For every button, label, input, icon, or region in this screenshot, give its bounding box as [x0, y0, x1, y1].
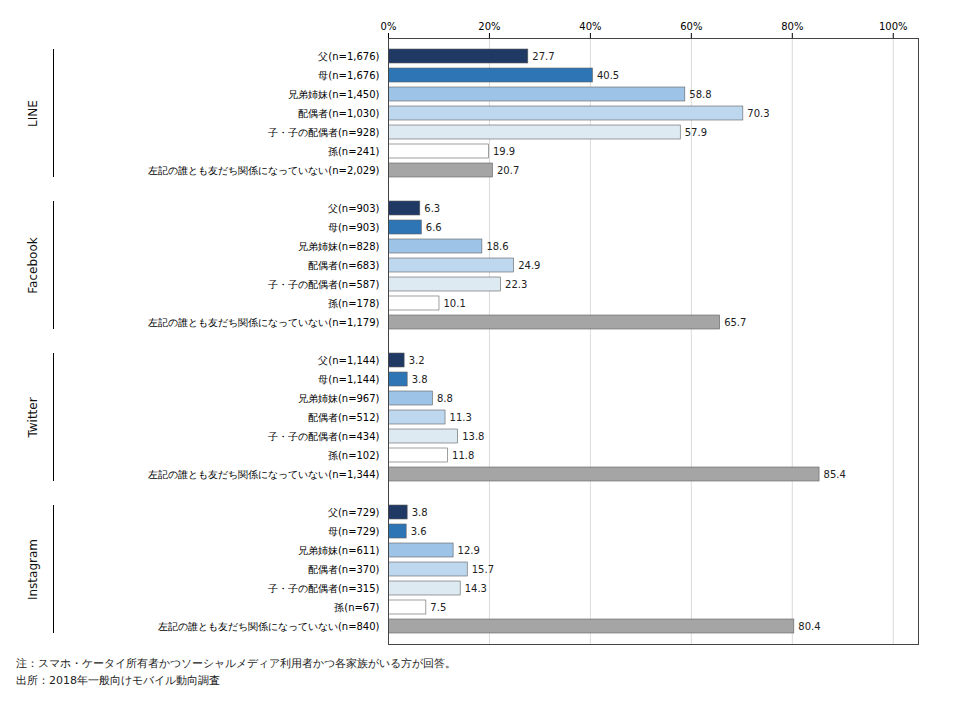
- svg-text:母(n=903): 母(n=903): [328, 222, 380, 233]
- svg-text:22.3: 22.3: [505, 279, 527, 290]
- svg-text:配偶者(n=512): 配偶者(n=512): [308, 412, 380, 423]
- svg-text:85.4: 85.4: [824, 469, 846, 480]
- svg-text:57.9: 57.9: [685, 127, 707, 138]
- svg-text:Twitter: Twitter: [26, 397, 40, 438]
- svg-text:40.5: 40.5: [597, 70, 619, 81]
- svg-text:子・子の配偶者(n=434): 子・子の配偶者(n=434): [268, 431, 380, 442]
- svg-text:80%: 80%: [781, 21, 803, 32]
- svg-text:65.7: 65.7: [724, 317, 746, 328]
- svg-text:母(n=1,676): 母(n=1,676): [318, 70, 379, 81]
- svg-text:配偶者(n=1,030): 配偶者(n=1,030): [298, 108, 379, 119]
- svg-text:兄弟姉妹(n=1,450): 兄弟姉妹(n=1,450): [288, 89, 379, 100]
- svg-text:子・子の配偶者(n=587): 子・子の配偶者(n=587): [268, 279, 380, 290]
- svg-text:12.9: 12.9: [458, 545, 480, 556]
- svg-text:左記の誰とも友だち関係になっていない(n=1,344): 左記の誰とも友だち関係になっていない(n=1,344): [148, 469, 379, 480]
- svg-text:19.9: 19.9: [493, 146, 515, 157]
- svg-text:27.7: 27.7: [532, 51, 554, 62]
- svg-text:父(n=1,144): 父(n=1,144): [318, 355, 379, 366]
- svg-text:70.3: 70.3: [747, 108, 769, 119]
- svg-text:40%: 40%: [579, 21, 601, 32]
- svg-text:孫(n=178): 孫(n=178): [328, 298, 380, 309]
- svg-text:3.8: 3.8: [412, 507, 428, 518]
- svg-text:11.3: 11.3: [450, 412, 472, 423]
- svg-text:兄弟姉妹(n=828): 兄弟姉妹(n=828): [298, 241, 380, 252]
- svg-text:配偶者(n=683): 配偶者(n=683): [308, 260, 380, 271]
- svg-text:子・子の配偶者(n=928): 子・子の配偶者(n=928): [268, 127, 380, 138]
- svg-text:13.8: 13.8: [462, 431, 484, 442]
- html-text:出所：2018年一般向けモバイル動向調査: 出所：2018年一般向けモバイル動向調査: [16, 674, 220, 687]
- svg-text:配偶者(n=370): 配偶者(n=370): [308, 564, 380, 575]
- svg-text:11.8: 11.8: [452, 450, 474, 461]
- svg-text:左記の誰とも友だち関係になっていない(n=840): 左記の誰とも友だち関係になっていない(n=840): [158, 621, 380, 632]
- svg-text:20%: 20%: [478, 21, 500, 32]
- svg-text:58.8: 58.8: [689, 89, 711, 100]
- svg-text:15.7: 15.7: [472, 564, 494, 575]
- svg-text:兄弟姉妹(n=967): 兄弟姉妹(n=967): [298, 393, 380, 404]
- svg-text:子・子の配偶者(n=315): 子・子の配偶者(n=315): [268, 583, 380, 594]
- svg-text:80.4: 80.4: [798, 621, 820, 632]
- svg-text:60%: 60%: [680, 21, 702, 32]
- svg-text:孫(n=67): 孫(n=67): [334, 602, 379, 613]
- svg-text:父(n=729): 父(n=729): [328, 507, 380, 518]
- svg-text:LINE: LINE: [26, 100, 40, 127]
- svg-text:24.9: 24.9: [518, 260, 540, 271]
- svg-text:6.6: 6.6: [426, 222, 442, 233]
- svg-text:父(n=903): 父(n=903): [328, 203, 380, 214]
- svg-text:兄弟姉妹(n=611): 兄弟姉妹(n=611): [298, 545, 380, 556]
- svg-text:3.6: 3.6: [411, 526, 427, 537]
- svg-text:100%: 100%: [879, 21, 908, 32]
- svg-text:0%: 0%: [381, 21, 397, 32]
- svg-text:母(n=729): 母(n=729): [328, 526, 380, 537]
- svg-text:8.8: 8.8: [437, 393, 453, 404]
- svg-text:母(n=1,144): 母(n=1,144): [318, 374, 379, 385]
- svg-text:20.7: 20.7: [497, 165, 519, 176]
- svg-text:Facebook: Facebook: [26, 237, 40, 293]
- svg-text:左記の誰とも友だち関係になっていない(n=2,029): 左記の誰とも友だち関係になっていない(n=2,029): [148, 165, 379, 176]
- svg-text:孫(n=241): 孫(n=241): [328, 146, 380, 157]
- svg-text:父(n=1,676): 父(n=1,676): [318, 51, 379, 62]
- svg-text:左記の誰とも友だち関係になっていない(n=1,179): 左記の誰とも友だち関係になっていない(n=1,179): [148, 317, 379, 328]
- svg-text:Instagram: Instagram: [26, 539, 40, 600]
- svg-text:3.2: 3.2: [409, 355, 425, 366]
- svg-text:6.3: 6.3: [424, 203, 440, 214]
- svg-text:10.1: 10.1: [443, 298, 465, 309]
- svg-text:14.3: 14.3: [465, 583, 487, 594]
- svg-text:孫(n=102): 孫(n=102): [328, 450, 380, 461]
- html-text:注：スマホ・ケータイ所有者かつソーシャルメディア利用者かつ各: 注：スマホ・ケータイ所有者かつソーシャルメディア利用者かつ各家族がいる方が回答。: [16, 657, 456, 670]
- svg-text:18.6: 18.6: [486, 241, 508, 252]
- svg-text:3.8: 3.8: [412, 374, 428, 385]
- svg-text:7.5: 7.5: [430, 602, 446, 613]
